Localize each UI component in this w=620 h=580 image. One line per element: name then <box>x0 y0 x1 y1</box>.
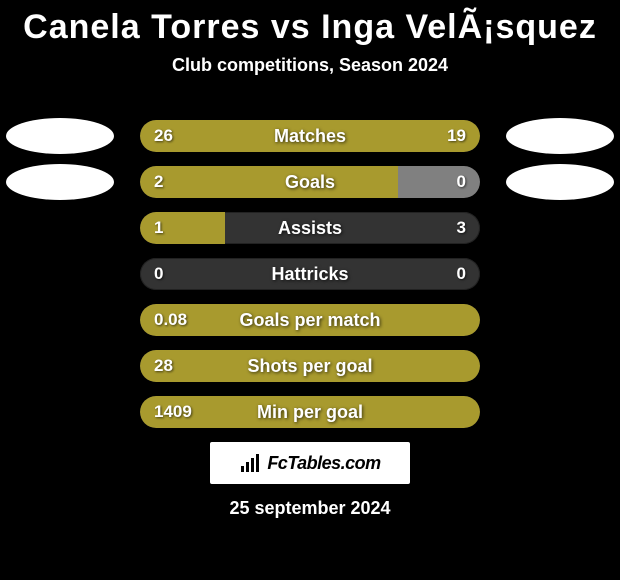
stat-value-a: 0.08 <box>154 304 187 336</box>
stat-track: 13Assists <box>140 212 480 244</box>
stat-fill <box>140 212 225 244</box>
stat-value-b: 0 <box>457 258 466 290</box>
stat-label: Hattricks <box>140 258 480 290</box>
stat-rows: 2619Matches20Goals13Assists00Hattricks0.… <box>0 118 620 440</box>
stat-value-a: 28 <box>154 350 173 382</box>
stat-value-b: 3 <box>457 212 466 244</box>
stat-track: 0.08Goals per match <box>140 304 480 336</box>
stat-track: 2619Matches <box>140 120 480 152</box>
stat-track: 28Shots per goal <box>140 350 480 382</box>
stat-value-a: 1 <box>154 212 163 244</box>
stat-value-a: 0 <box>154 258 163 290</box>
stat-value-a: 26 <box>154 120 173 152</box>
card-subtitle: Club competitions, Season 2024 <box>0 55 620 76</box>
stat-row: 2619Matches <box>0 118 620 154</box>
stat-track: 20Goals <box>140 166 480 198</box>
stat-row: 13Assists <box>0 210 620 246</box>
stat-track: 0 0Hattricks <box>140 258 480 290</box>
comparison-card: Canela Torres vs Inga VelÃ¡squez Club co… <box>0 0 620 580</box>
card-title: Canela Torres vs Inga VelÃ¡squez <box>0 0 620 47</box>
stat-fill-a <box>140 166 398 198</box>
stat-value-a: 1409 <box>154 396 192 428</box>
logo-text: FcTables.com <box>267 453 380 474</box>
player-b-badge <box>506 164 614 200</box>
stat-row: 0 0Hattricks <box>0 256 620 292</box>
stat-row: 28Shots per goal <box>0 348 620 384</box>
bar-chart-icon <box>239 452 261 474</box>
stat-row: 0.08Goals per match <box>0 302 620 338</box>
card-date: 25 september 2024 <box>0 498 620 519</box>
stat-fill <box>140 350 480 382</box>
player-a-badge <box>6 164 114 200</box>
stat-row: 20Goals <box>0 164 620 200</box>
stat-value-b: 0 <box>457 166 466 198</box>
site-logo[interactable]: FcTables.com <box>208 440 412 486</box>
stat-value-b: 19 <box>447 120 466 152</box>
stat-value-a: 2 <box>154 166 163 198</box>
player-a-badge <box>6 118 114 154</box>
stat-fill-b <box>398 166 480 198</box>
player-b-badge <box>506 118 614 154</box>
stat-fill <box>140 304 480 336</box>
stat-row: 1409Min per goal <box>0 394 620 430</box>
stat-track: 1409Min per goal <box>140 396 480 428</box>
